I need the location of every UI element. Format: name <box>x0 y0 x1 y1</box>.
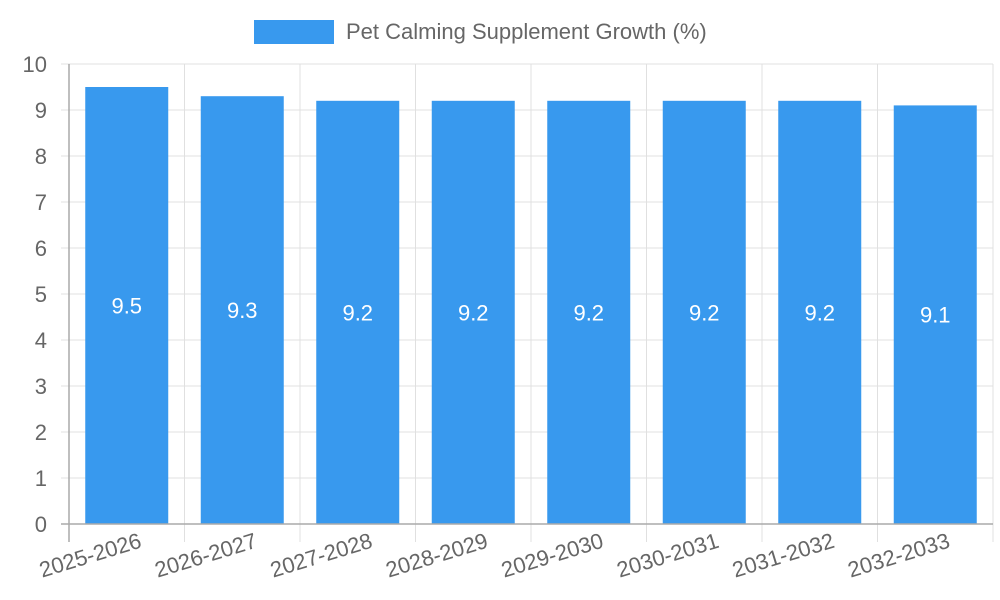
y-tick-label: 10 <box>23 52 47 77</box>
data-label: 9.5 <box>111 294 142 319</box>
x-tick-label: 2030-2031 <box>614 528 722 583</box>
y-tick-label: 4 <box>35 328 47 353</box>
x-tick-label: 2031-2032 <box>729 528 837 583</box>
bar[interactable] <box>547 100 631 525</box>
y-axis-ticks: 0 1 2 3 4 5 6 7 8 9 10 <box>23 52 47 537</box>
data-label: 9.2 <box>342 300 373 325</box>
data-label: 9.3 <box>227 298 258 323</box>
data-labels: 9.5 9.3 9.2 9.2 9.2 9.2 9.2 9.1 <box>111 294 950 328</box>
data-label: 9.1 <box>920 303 951 328</box>
bars <box>85 87 977 525</box>
axes <box>61 64 993 542</box>
legend-swatch <box>254 20 334 44</box>
data-label: 9.2 <box>689 300 720 325</box>
legend-label: Pet Calming Supplement Growth (%) <box>346 19 707 44</box>
x-tick-label: 2032-2033 <box>845 528 953 583</box>
data-label: 9.2 <box>458 300 489 325</box>
y-tick-label: 6 <box>35 236 47 261</box>
x-tick-label: 2025-2026 <box>36 528 144 583</box>
y-tick-label: 7 <box>35 190 47 215</box>
y-tick-label: 8 <box>35 144 47 169</box>
x-axis-ticks: 2025-2026 2026-2027 2027-2028 2028-2029 2029… <box>36 528 952 583</box>
bar[interactable] <box>431 100 515 525</box>
y-tick-label: 3 <box>35 374 47 399</box>
bar[interactable] <box>662 100 746 525</box>
chart-legend[interactable]: Pet Calming Supplement Growth (%) <box>254 19 707 45</box>
data-label: 9.2 <box>804 300 835 325</box>
bar[interactable] <box>893 105 977 525</box>
y-tick-label: 2 <box>35 420 47 445</box>
x-tick-label: 2027-2028 <box>267 528 375 583</box>
y-tick-label: 9 <box>35 98 47 123</box>
y-tick-label: 0 <box>35 512 47 537</box>
x-tick-label: 2028-2029 <box>383 528 491 583</box>
bar[interactable] <box>200 96 284 524</box>
x-tick-label: 2029-2030 <box>498 528 606 583</box>
data-label: 9.2 <box>573 300 604 325</box>
bar[interactable] <box>316 100 400 525</box>
y-tick-label: 5 <box>35 282 47 307</box>
x-tick-label: 2026-2027 <box>152 528 260 583</box>
y-tick-label: 1 <box>35 466 47 491</box>
bar[interactable] <box>778 100 862 525</box>
bar[interactable] <box>85 87 169 524</box>
